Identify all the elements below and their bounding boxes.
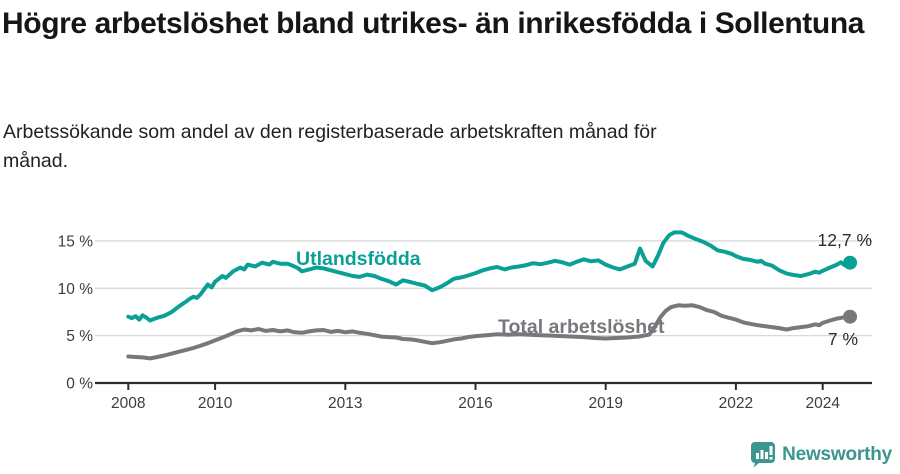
x-tick-label: 2008	[111, 395, 145, 412]
newsworthy-logo-text: Newsworthy	[782, 443, 892, 465]
series-label-utlandsf-dda: Utlandsfödda	[296, 248, 421, 270]
y-tick-label: 15 %	[58, 233, 94, 250]
x-tick-label: 2013	[328, 395, 362, 412]
x-tick-label: 2019	[588, 395, 622, 412]
y-tick-label: 0 %	[66, 376, 93, 393]
end-dot-total-arbetsl-shet	[843, 309, 858, 324]
y-tick-label: 5 %	[66, 328, 93, 345]
page-subtitle: Arbetssökande som andel av den registerb…	[3, 121, 657, 173]
x-tick-label: 2010	[198, 395, 233, 412]
line-total-arbetsl-shet	[126, 303, 852, 361]
page-title: Högre arbetslöshet bland utrikes- än inr…	[2, 7, 865, 40]
series-label-total-arbetsl-shet: Total arbetslöshet	[498, 316, 665, 338]
end-value-label-utlandsf-dda: 12,7 %	[818, 230, 872, 250]
x-tick-label: 2022	[719, 395, 753, 412]
newsworthy-bars-bubble-icon	[751, 442, 776, 468]
line-utlandsf-dda	[126, 230, 852, 323]
x-tick-label: 2024	[805, 395, 840, 412]
newsworthy-logo: Newsworthy	[750, 441, 892, 468]
x-tick-label: 2016	[458, 395, 492, 412]
end-dot-utlandsf-dda	[843, 255, 858, 270]
y-tick-label: 10 %	[58, 281, 94, 298]
end-value-label-total-arbetsl-shet: 7 %	[828, 329, 858, 349]
